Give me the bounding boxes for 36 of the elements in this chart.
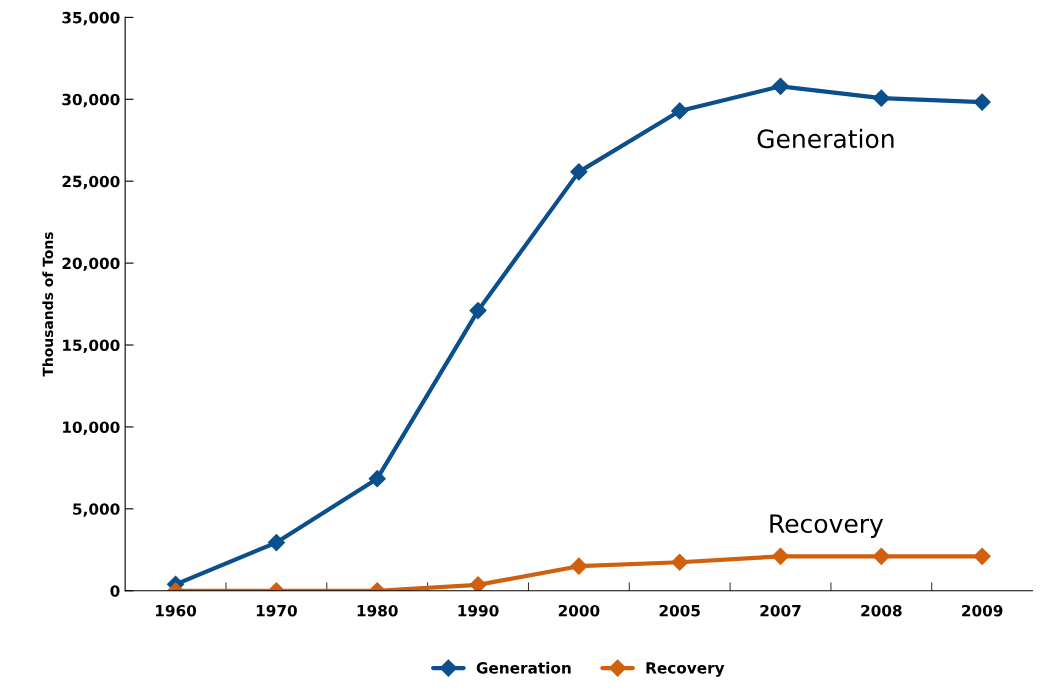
point [570, 557, 588, 575]
x-tick-label: 2007 [760, 604, 801, 617]
point [872, 547, 890, 565]
x-tick-label: 2009 [962, 604, 1003, 617]
point [570, 163, 588, 181]
point [771, 547, 790, 565]
point [671, 102, 689, 120]
y-tick-label: 15,000 [63, 339, 120, 353]
legend-label: Generation [476, 661, 571, 674]
point [973, 93, 991, 111]
point [469, 576, 487, 591]
y-tick-label: 20,000 [62, 257, 120, 272]
x-tick-label: 2008 [861, 604, 902, 617]
x-tick-label: 2005 [659, 604, 700, 617]
x-tick-label: 1980 [357, 604, 398, 617]
x-tick-label: 1960 [156, 604, 197, 617]
point [469, 302, 487, 320]
annotation: Recovery [770, 514, 884, 538]
point [872, 89, 890, 107]
annotation: Generation [757, 128, 894, 149]
y-tick-label: 30,000 [62, 93, 120, 108]
x-tick-label: 1990 [458, 604, 499, 617]
point [671, 553, 689, 571]
y-tick-label: 25,000 [62, 175, 120, 190]
y-tick-label: 10,000 [63, 421, 120, 435]
legend-label: Recovery [646, 662, 725, 677]
point [368, 470, 386, 488]
y-axis-title: Thousands of Tons [42, 232, 54, 377]
y-tick-label: 5,000 [73, 503, 120, 517]
y-tick-label: 0 [110, 585, 120, 597]
x-tick-label: 1970 [256, 604, 297, 617]
point [267, 534, 285, 552]
y-tick-label: 35,000 [62, 11, 120, 26]
point [771, 77, 790, 95]
x-tick-label: 2000 [558, 604, 600, 617]
point [973, 547, 991, 565]
